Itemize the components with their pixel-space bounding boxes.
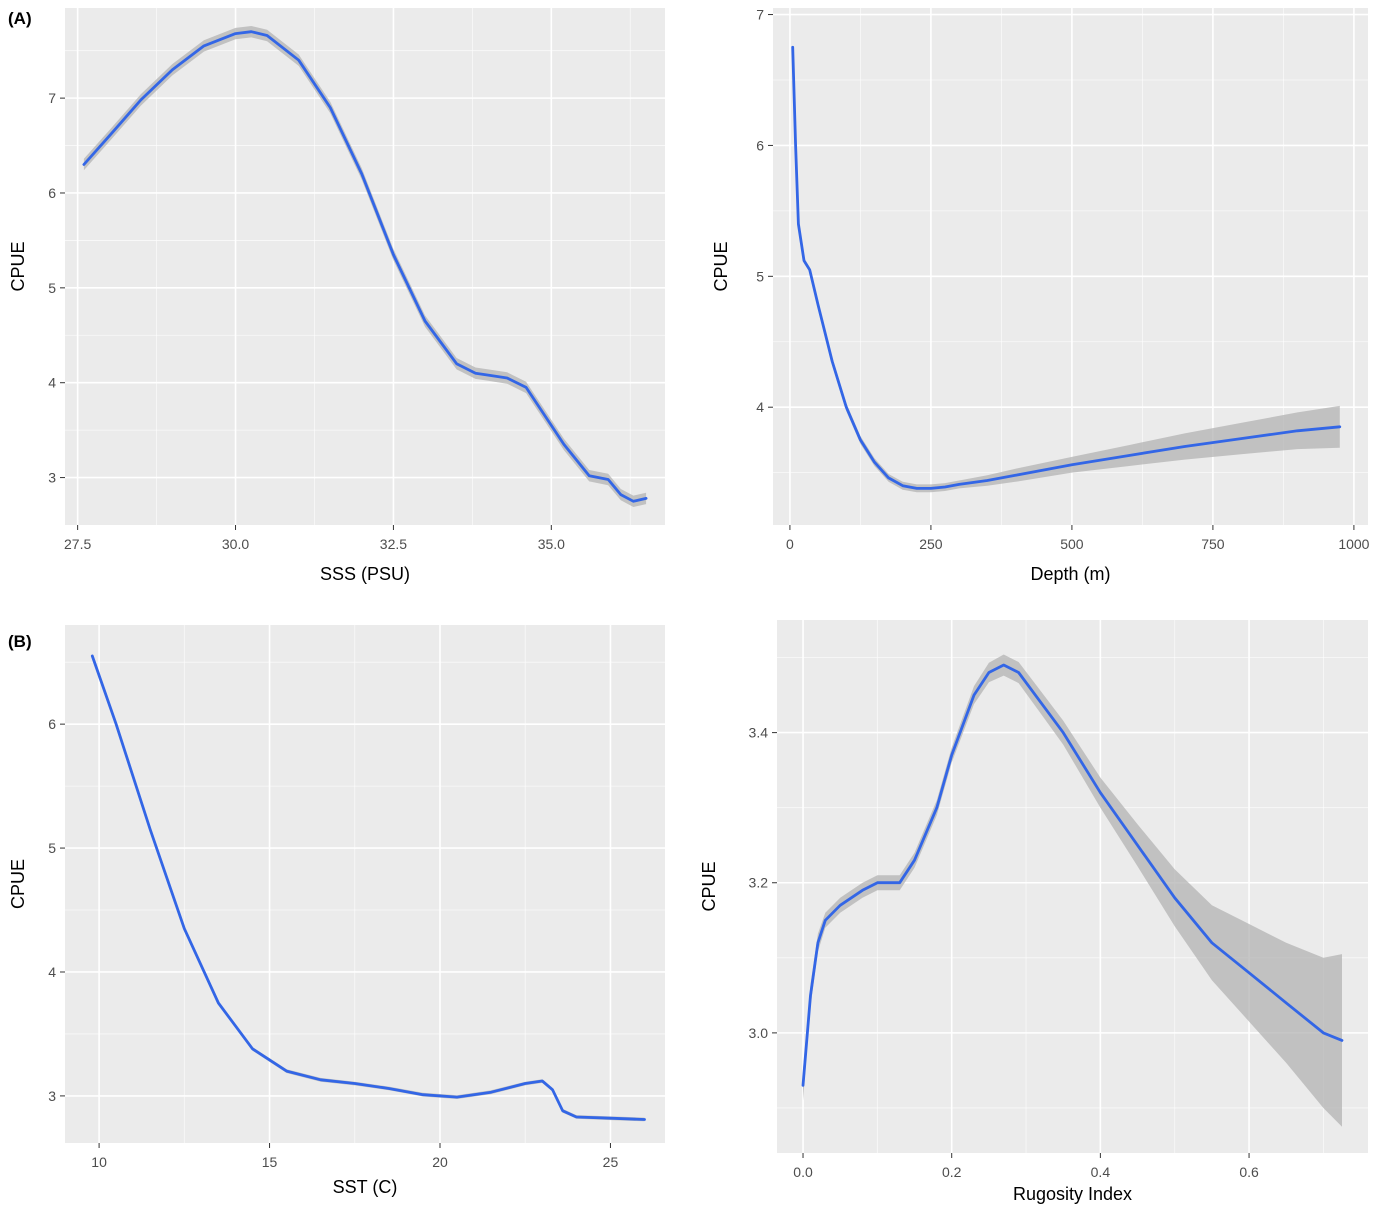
x-tick-label: 10	[91, 1154, 107, 1170]
plot-background	[65, 8, 665, 525]
y-axis-title: CPUE	[8, 859, 28, 909]
chart-panel-2: 0 250 500 750 1000 4 5 6 7 Depth (m) CPUE	[711, 7, 1370, 584]
y-tick-label: 4	[756, 399, 764, 415]
y-tick-label: 5	[48, 840, 56, 856]
x-tick-label: 0.6	[1239, 1164, 1259, 1180]
x-tick-label: 15	[262, 1154, 278, 1170]
x-tick-label: 25	[603, 1154, 619, 1170]
smooth-line	[791, 45, 1342, 490]
y-tick-label: 7	[48, 90, 56, 106]
x-axis-title: SSS (PSU)	[320, 564, 410, 584]
x-tick-label: 20	[432, 1154, 448, 1170]
x-tick-label: 0.0	[793, 1164, 813, 1180]
x-tick-label: 32.5	[380, 536, 407, 552]
x-tick-label: 35.0	[538, 536, 565, 552]
y-tick-label: 5	[48, 280, 56, 296]
smooth-line	[801, 663, 1344, 1087]
chart-panel-3: 10 15 20 25 3 4 5 6 SST (C) CPUE	[8, 625, 665, 1197]
smooth-line	[90, 654, 646, 1121]
x-axis-title: SST (C)	[333, 1177, 398, 1197]
panel-label-a: (A)	[8, 9, 32, 28]
y-tick-label: 6	[48, 716, 56, 732]
y-tick-label: 3.4	[749, 725, 769, 741]
x-tick-label: 0	[786, 536, 794, 552]
x-tick-label: 27.5	[64, 536, 91, 552]
plot-background	[65, 625, 665, 1143]
y-axis-title: CPUE	[711, 241, 731, 291]
y-tick-label: 3	[48, 1088, 56, 1104]
x-tick-label: 30.0	[222, 536, 249, 552]
confidence-ribbon	[792, 44, 1340, 493]
y-tick-label: 6	[756, 137, 764, 153]
y-tick-label: 3.0	[749, 1025, 769, 1041]
x-tick-label: 250	[919, 536, 943, 552]
y-axis-title: CPUE	[699, 861, 719, 911]
panel-label-b: (B)	[8, 632, 32, 651]
chart-panel-4: 0.0 0.2 0.4 0.6 3.0 3.2 3.4 Rugosity Index CPUE	[699, 620, 1368, 1204]
smooth-line	[82, 30, 648, 503]
x-tick-label: 750	[1201, 536, 1225, 552]
y-tick-label: 3.2	[749, 875, 769, 891]
y-tick-label: 6	[48, 185, 56, 201]
x-axis-title: Rugosity Index	[1013, 1184, 1132, 1204]
x-tick-label: 0.2	[942, 1164, 962, 1180]
y-tick-label: 3	[48, 470, 56, 486]
x-axis-title: Depth (m)	[1030, 564, 1110, 584]
chart-panel-1: 27.5 30.0 32.5 35.0 3 4 5 6 7 SSS (PSU) CPUE	[8, 8, 665, 584]
y-tick-label: 5	[756, 268, 764, 284]
x-tick-label: 0.4	[1091, 1164, 1111, 1180]
x-tick-label: 500	[1060, 536, 1084, 552]
y-axis-title: CPUE	[8, 241, 28, 291]
x-tick-label: 1000	[1338, 536, 1369, 552]
y-tick-label: 4	[48, 375, 56, 391]
y-tick-label: 4	[48, 964, 56, 980]
y-tick-label: 7	[756, 7, 764, 23]
